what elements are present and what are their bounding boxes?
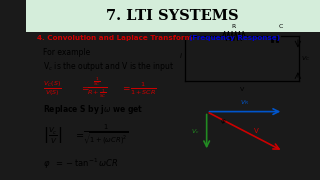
Text: C: C xyxy=(278,24,283,29)
Text: $\varphi$: $\varphi$ xyxy=(220,117,227,126)
Text: For example: For example xyxy=(43,48,91,57)
Text: $\varphi$  $= -\tan^{-1}\omega CR$: $\varphi$ $= -\tan^{-1}\omega CR$ xyxy=(43,157,119,171)
Text: V$_c$ is the output and V is the input: V$_c$ is the output and V is the input xyxy=(43,60,175,73)
Text: $=$: $=$ xyxy=(121,83,132,92)
Text: 7. LTI SYSTEMS: 7. LTI SYSTEMS xyxy=(107,9,239,23)
Text: $\frac{1}{\sqrt{1+\left(\omega CR\right)^2}}$: $\frac{1}{\sqrt{1+\left(\omega CR\right)… xyxy=(83,123,129,147)
Text: (Frequency Response): (Frequency Response) xyxy=(189,35,280,41)
Text: R: R xyxy=(232,24,236,29)
Text: V: V xyxy=(240,87,244,92)
Text: $\frac{V_C(S)}{V(S)}$: $\frac{V_C(S)}{V(S)}$ xyxy=(43,79,62,98)
Text: $=$: $=$ xyxy=(80,83,91,92)
Text: $\frac{1}{1+SCR}$: $\frac{1}{1+SCR}$ xyxy=(130,80,156,96)
Text: $V_R$: $V_R$ xyxy=(240,98,249,107)
Text: $\left|\frac{V_c}{V}\right|$: $\left|\frac{V_c}{V}\right|$ xyxy=(43,125,63,145)
Text: i: i xyxy=(180,53,182,59)
Text: $V_c$: $V_c$ xyxy=(191,127,199,136)
Text: Replace S by j$\omega$ we get: Replace S by j$\omega$ we get xyxy=(43,103,144,116)
Text: 4. Convolution and Laplace Transform: 4. Convolution and Laplace Transform xyxy=(37,35,195,41)
Text: $=$: $=$ xyxy=(74,129,85,139)
Text: V: V xyxy=(254,128,259,134)
FancyBboxPatch shape xyxy=(26,0,320,32)
Text: $\frac{\frac{1}{SC}}{R+\frac{1}{SC}}$: $\frac{\frac{1}{SC}}{R+\frac{1}{SC}}$ xyxy=(87,76,108,100)
Text: $V_C$: $V_C$ xyxy=(301,54,310,63)
